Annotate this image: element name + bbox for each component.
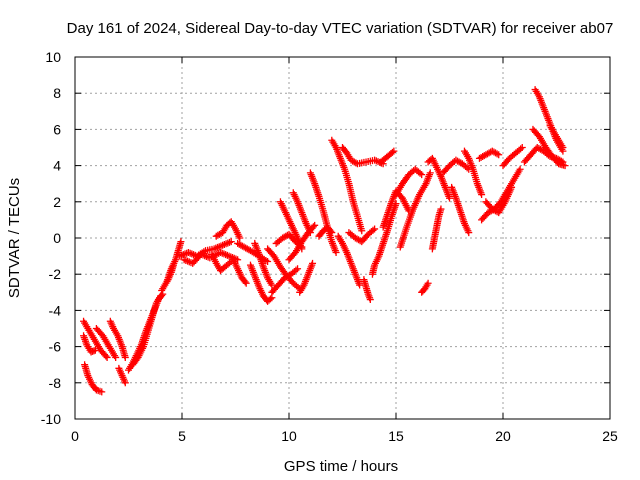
y-tick-label: 2 bbox=[53, 194, 61, 210]
data-point bbox=[495, 151, 503, 159]
data-point bbox=[266, 295, 274, 303]
y-tick-label: -10 bbox=[41, 411, 61, 427]
y-tick-label: 10 bbox=[45, 49, 61, 65]
data-point bbox=[236, 234, 244, 242]
data-point bbox=[465, 229, 473, 237]
x-tick-label: 5 bbox=[178, 428, 186, 444]
data-point bbox=[493, 150, 501, 158]
axis-ticks: 0 5 10 15 20 25 -10 -8 -6 -4 -2 0 2 4 6 8 10 bbox=[41, 49, 618, 444]
data-point bbox=[424, 279, 432, 287]
data-point bbox=[121, 353, 129, 361]
data-point bbox=[416, 169, 424, 177]
x-tick-label: 25 bbox=[602, 428, 618, 444]
grid bbox=[75, 57, 610, 419]
y-tick-label: -8 bbox=[49, 375, 62, 391]
data-point bbox=[426, 169, 434, 177]
data-point bbox=[102, 352, 110, 360]
data-point bbox=[371, 225, 379, 233]
data-point bbox=[264, 258, 272, 266]
data-point bbox=[306, 229, 314, 237]
data-point bbox=[561, 162, 569, 170]
chart-title: Day 161 of 2024, Sidereal Day-to-day VTE… bbox=[67, 20, 614, 37]
data-point bbox=[98, 388, 106, 396]
data-point bbox=[366, 296, 374, 304]
y-tick-label: 8 bbox=[53, 85, 61, 101]
data-point bbox=[332, 248, 340, 256]
data-point bbox=[388, 148, 396, 156]
data-point bbox=[177, 238, 185, 246]
data-point bbox=[328, 229, 336, 237]
data-point bbox=[518, 144, 526, 151]
data-point bbox=[112, 353, 120, 361]
data-point bbox=[446, 194, 453, 202]
data-point bbox=[437, 205, 445, 213]
data-point bbox=[309, 259, 317, 267]
x-tick-label: 0 bbox=[71, 428, 79, 444]
data-point bbox=[227, 238, 235, 246]
data-point bbox=[508, 183, 516, 191]
y-tick-label: 0 bbox=[53, 230, 61, 246]
data-point bbox=[91, 346, 99, 354]
data-point bbox=[517, 145, 525, 153]
data-point bbox=[292, 266, 300, 274]
y-tick-label: -2 bbox=[49, 266, 62, 282]
x-tick-label: 20 bbox=[495, 428, 511, 444]
data-point bbox=[157, 292, 165, 300]
data-point bbox=[268, 281, 276, 289]
x-tick-label: 15 bbox=[388, 428, 404, 444]
data-point bbox=[241, 278, 249, 286]
y-tick-label: 4 bbox=[53, 158, 61, 174]
data-point bbox=[327, 227, 335, 235]
data-point bbox=[294, 265, 302, 273]
data-point bbox=[103, 353, 111, 361]
y-tick-label: -6 bbox=[49, 339, 62, 355]
x-tick-label: 10 bbox=[281, 428, 297, 444]
data-point bbox=[242, 279, 250, 287]
data-points bbox=[80, 86, 569, 396]
data-point bbox=[559, 144, 567, 151]
y-tick-label: 6 bbox=[53, 121, 61, 137]
data-point bbox=[478, 191, 486, 199]
data-point bbox=[311, 221, 319, 229]
data-point bbox=[390, 147, 398, 155]
data-point bbox=[358, 227, 366, 235]
data-point bbox=[418, 171, 426, 179]
data-point bbox=[356, 281, 364, 289]
x-axis-label: GPS time / hours bbox=[284, 458, 398, 475]
y-axis-label: SDTVAR / TECUs bbox=[6, 178, 23, 298]
data-point bbox=[121, 379, 129, 387]
y-tick-label: -4 bbox=[49, 302, 62, 318]
data-point bbox=[516, 165, 524, 173]
data-point bbox=[369, 226, 377, 234]
